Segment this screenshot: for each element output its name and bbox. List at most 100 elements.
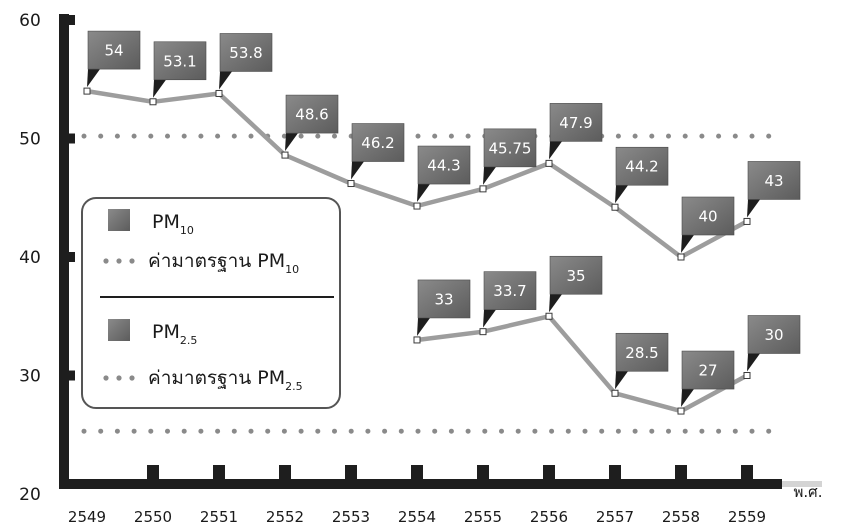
label-pointer	[615, 185, 628, 204]
x-tick-mark	[741, 465, 753, 480]
x-tick-mark	[279, 465, 291, 480]
standard-dot	[131, 428, 137, 434]
standard-dot	[432, 133, 438, 139]
y-tick-label: 60	[19, 11, 41, 31]
label-text: 28.5	[625, 344, 658, 362]
standard-dot	[148, 428, 154, 434]
label-box	[351, 123, 405, 162]
standard-dot	[298, 428, 304, 434]
label-box	[87, 30, 141, 70]
series-line-pm25	[414, 314, 750, 414]
data-point-pm10	[479, 185, 487, 193]
legend-std25-prefix: ค่ามาตรฐาน PM	[148, 367, 285, 389]
data-point-pm25	[545, 312, 553, 320]
x-tick-label: 2559	[728, 508, 766, 526]
standard-dot	[181, 133, 187, 139]
x-tick-mark	[411, 465, 423, 480]
label-text: 46.2	[361, 134, 394, 152]
label-pointer	[747, 199, 760, 218]
data-label-pm25: 27	[681, 350, 735, 408]
data-labels: 54 53.1 53.8 48.6 46.2 44.3 45.75 47.9 44.2 40 43 3…	[87, 30, 801, 408]
label-pointer	[483, 309, 496, 328]
standard-dot	[231, 133, 237, 139]
legend: PM10 ค่ามาตรฐาน PM10 PM2.5 ค่ามาตรฐาน PM…	[81, 197, 341, 409]
y-tick-label: 40	[19, 248, 41, 268]
legend-std25-sub: 2.5	[285, 380, 303, 393]
standard-dot	[165, 133, 170, 139]
standard-dot	[666, 428, 671, 434]
x-tick-mark	[213, 465, 225, 480]
legend-pm25: PM2.5	[152, 321, 197, 347]
x-tick-label: 2550	[134, 508, 172, 526]
legend-pm25-prefix: PM	[152, 321, 180, 343]
y-tick-label: 30	[19, 367, 41, 387]
x-tick-label: 2558	[662, 508, 700, 526]
x-tick-label: 2554	[398, 508, 436, 526]
standard-dot	[632, 133, 638, 139]
label-pointer	[285, 133, 298, 152]
x-tick-label: 2556	[530, 508, 568, 526]
label-box	[747, 161, 801, 200]
data-point-pm25	[677, 407, 685, 415]
label-text: 53.8	[229, 44, 262, 62]
standard-dot	[415, 133, 421, 139]
data-point-pm10	[149, 98, 157, 106]
legend-swatch-pm25	[108, 319, 130, 341]
standard-dot	[716, 428, 722, 434]
data-label-pm25: 33.7	[483, 271, 537, 328]
x-tick-mark	[543, 465, 555, 480]
label-pointer	[351, 161, 364, 180]
standard-dot	[699, 428, 705, 434]
y-tick-mark	[69, 15, 75, 25]
standard-dot	[649, 428, 655, 434]
label-box	[285, 94, 339, 134]
standard-dot	[749, 428, 755, 434]
standard-dot	[766, 133, 772, 139]
y-tick-mark	[69, 133, 75, 144]
label-text: 30	[764, 326, 783, 344]
label-box	[681, 196, 735, 236]
standard-dot	[98, 428, 104, 434]
standard-dot	[215, 428, 221, 434]
data-label-pm10: 48.6	[285, 94, 339, 152]
data-label-pm10: 53.1	[153, 41, 207, 98]
standard-dot	[248, 133, 254, 139]
standard-dot	[181, 428, 187, 434]
x-axis	[59, 479, 782, 489]
data-label-pm25: 28.5	[615, 332, 669, 390]
data-point-pm25	[611, 389, 619, 397]
standard-dot	[315, 428, 321, 434]
data-point-pm10	[215, 89, 223, 97]
data-point-pm25	[413, 336, 421, 344]
data-label-pm25: 33	[417, 279, 471, 336]
standard-dot	[732, 428, 738, 434]
label-pointer	[681, 389, 694, 408]
standard-dot	[649, 133, 655, 139]
x-tick-mark	[477, 465, 489, 480]
data-label-pm10: 44.2	[615, 146, 669, 204]
legend-pm10-sub: 10	[180, 224, 194, 237]
label-box	[615, 332, 669, 372]
y-tick-label: 50	[19, 130, 41, 150]
data-point-pm25	[743, 372, 751, 379]
label-pointer	[219, 71, 232, 90]
data-point-pm10	[545, 159, 553, 167]
x-axis-unit: พ.ศ.	[794, 483, 823, 501]
standard-dot	[332, 133, 337, 139]
label-box	[549, 255, 603, 295]
standard-dot	[465, 428, 471, 434]
standard-dot	[398, 428, 404, 434]
legend-std25: ค่ามาตรฐาน PM2.5	[148, 367, 303, 393]
standard-dot	[265, 428, 271, 434]
data-point-pm10	[611, 203, 619, 211]
data-label-pm10: 47.9	[549, 103, 603, 160]
standard-dot	[565, 428, 571, 434]
label-box	[747, 315, 801, 354]
label-pointer	[417, 317, 430, 336]
y-ticks: 20 30 40 50 60	[19, 11, 75, 505]
standard-dot	[732, 133, 738, 139]
label-text: 27	[698, 362, 717, 380]
data-label-pm10: 44.3	[417, 145, 471, 203]
standard-dot	[198, 428, 204, 434]
